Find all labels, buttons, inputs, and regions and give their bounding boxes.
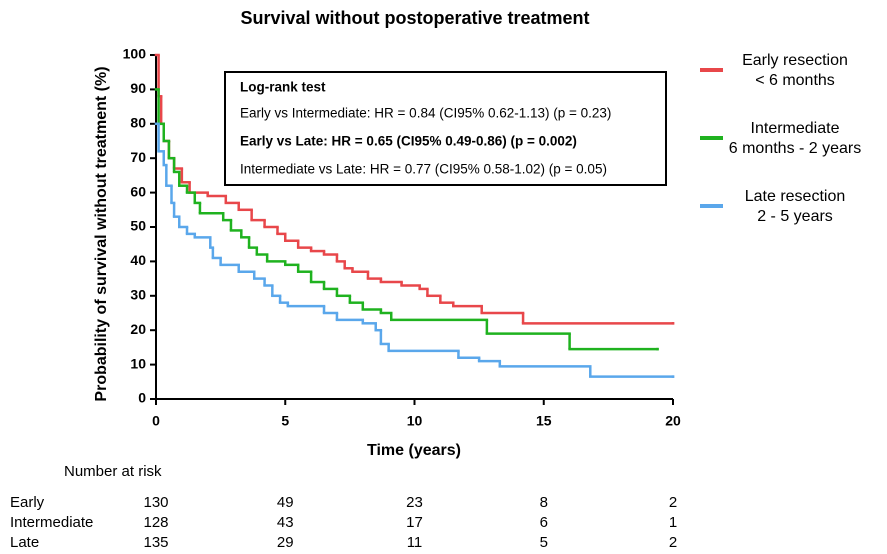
y-tick-label: 40 <box>130 252 146 268</box>
x-tick-label: 10 <box>407 413 423 429</box>
risk-count: 135 <box>143 534 168 551</box>
y-tick-label: 90 <box>130 80 146 96</box>
legend-label: Late resection <box>745 188 846 205</box>
risk-count: 8 <box>540 494 548 511</box>
annotation-title: Log-rank test <box>240 80 326 95</box>
risk-count: 2 <box>669 494 677 511</box>
legend-label: 2 - 5 years <box>757 208 833 225</box>
y-tick-label: 80 <box>130 115 146 131</box>
annotation-line: Early vs Late: HR = 0.65 (CI95% 0.49-0.8… <box>240 134 577 149</box>
y-tick-label: 0 <box>138 390 146 406</box>
risk-count: 6 <box>540 514 548 531</box>
x-tick-label: 15 <box>536 413 552 429</box>
risk-count: 5 <box>540 534 548 551</box>
chart-title: Survival without postoperative treatment <box>240 8 589 28</box>
y-tick-label: 60 <box>130 183 146 199</box>
x-tick-label: 20 <box>665 413 681 429</box>
x-tick-label: 0 <box>152 413 160 429</box>
risk-count: 43 <box>277 514 294 531</box>
risk-count: 1 <box>669 514 677 531</box>
y-tick-label: 20 <box>130 321 146 337</box>
legend-label: < 6 months <box>755 72 835 89</box>
x-tick-label: 5 <box>281 413 289 429</box>
legend-label: Early resection <box>742 52 848 69</box>
annotation-line: Early vs Intermediate: HR = 0.84 (CI95% … <box>240 106 611 121</box>
risk-count: 29 <box>277 534 294 551</box>
risk-row-label: Intermediate <box>10 514 93 531</box>
y-tick-label: 30 <box>130 287 146 303</box>
risk-count: 17 <box>406 514 423 531</box>
annotation-box <box>224 71 667 186</box>
legend-label: 6 months - 2 years <box>729 140 862 157</box>
y-axis-label: Probability of survival without treatmen… <box>93 66 110 401</box>
risk-table-title: Number at risk <box>64 463 162 480</box>
risk-row-label: Late <box>10 534 39 551</box>
risk-count: 130 <box>143 494 168 511</box>
risk-count: 128 <box>143 514 168 531</box>
y-tick-label: 100 <box>123 46 147 62</box>
y-tick-label: 50 <box>130 218 146 234</box>
y-tick-label: 70 <box>130 149 146 165</box>
risk-count: 23 <box>406 494 423 511</box>
legend-label: Intermediate <box>751 120 840 137</box>
annotation-line: Intermediate vs Late: HR = 0.77 (CI95% 0… <box>240 162 607 177</box>
risk-count: 49 <box>277 494 294 511</box>
risk-row-label: Early <box>10 494 45 511</box>
risk-count: 2 <box>669 534 677 551</box>
x-axis-label: Time (years) <box>367 442 461 459</box>
risk-count: 11 <box>407 534 423 551</box>
y-tick-label: 10 <box>130 355 146 371</box>
